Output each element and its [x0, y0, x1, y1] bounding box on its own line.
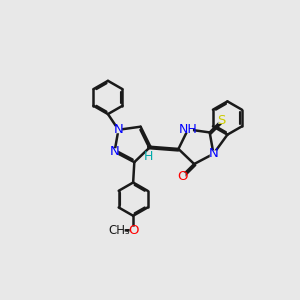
Text: H: H	[143, 150, 153, 163]
FancyBboxPatch shape	[183, 126, 193, 133]
FancyBboxPatch shape	[114, 227, 125, 234]
Text: CH₃: CH₃	[108, 224, 130, 237]
FancyBboxPatch shape	[145, 153, 152, 160]
FancyBboxPatch shape	[218, 117, 225, 124]
Text: N: N	[208, 147, 218, 160]
Text: N: N	[113, 123, 123, 136]
FancyBboxPatch shape	[111, 148, 118, 155]
Text: O: O	[177, 169, 187, 182]
Text: NH: NH	[179, 123, 197, 136]
Text: S: S	[218, 114, 226, 127]
Text: N: N	[110, 145, 119, 158]
FancyBboxPatch shape	[130, 226, 136, 234]
FancyBboxPatch shape	[178, 172, 186, 179]
FancyBboxPatch shape	[210, 150, 217, 157]
Text: O: O	[128, 224, 138, 237]
FancyBboxPatch shape	[115, 126, 122, 133]
